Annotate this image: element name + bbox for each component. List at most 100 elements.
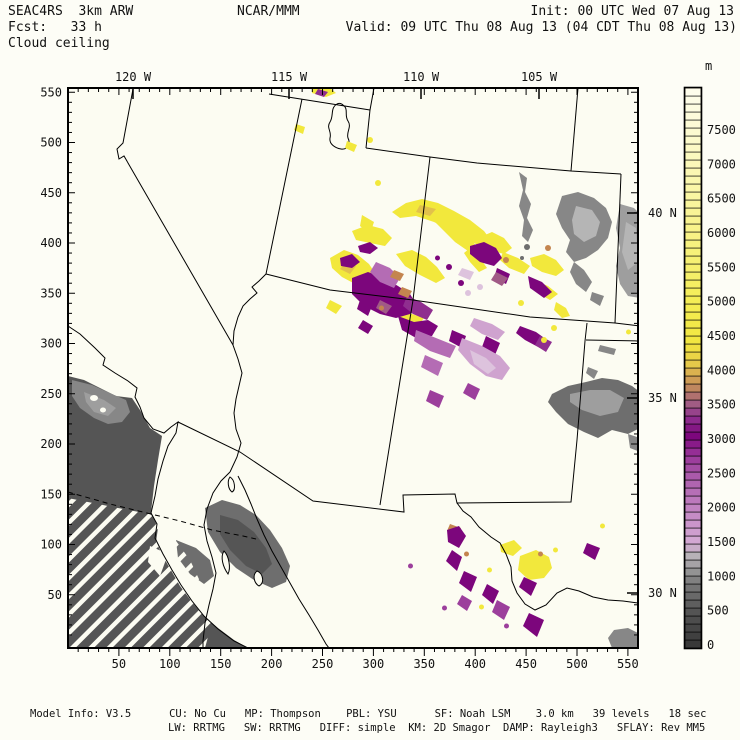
longitude-label: 115 W	[271, 70, 308, 84]
model-info-line2: LW: RRTMG SW: RRTMG DIFF: simple KM: 2D …	[168, 722, 706, 734]
colorbar-cell	[684, 127, 702, 137]
cloud-blob-high	[554, 302, 570, 318]
y-tick-label: 150	[40, 487, 62, 501]
y-tick-label: 250	[40, 387, 62, 401]
cloud-blob-high	[446, 264, 452, 270]
colorbar-cell	[684, 447, 702, 457]
colorbar-cell	[684, 167, 702, 177]
state-borders	[69, 89, 637, 647]
cloud-blob-low	[572, 206, 600, 242]
border-line	[237, 475, 329, 647]
colorbar-cell	[684, 519, 702, 529]
colorbar-cell	[684, 463, 702, 473]
colorbar-tick-label: 3000	[707, 432, 736, 446]
colorbar-cell	[684, 487, 702, 497]
border-line	[69, 491, 257, 540]
colorbar-cell	[684, 135, 702, 145]
marine-layer-hatch	[69, 498, 212, 647]
cloud-blob-high	[470, 350, 496, 374]
border-line	[614, 173, 622, 324]
cloud-blob-high	[504, 623, 509, 629]
border-line	[570, 89, 579, 172]
colorbar-cell	[684, 271, 702, 281]
cloud-blob-low	[628, 434, 637, 451]
cloud-blob-low	[590, 292, 604, 306]
cloud-blob-low	[622, 222, 637, 270]
cloud-blob-high	[482, 584, 499, 604]
border-line	[268, 93, 371, 111]
cloud-blob-high	[345, 141, 357, 152]
x-tick-label: 350	[413, 657, 435, 671]
border-line	[456, 502, 637, 611]
colorbar-tick-label: 3500	[707, 398, 736, 412]
colorbar-tick-label: 1000	[707, 569, 736, 583]
colorbar-cell	[684, 247, 702, 257]
colorbar-cell	[684, 439, 702, 449]
colorbar-cell	[684, 263, 702, 273]
y-tick-label: 500	[40, 136, 62, 150]
colorbar-cell	[684, 151, 702, 161]
cloud-blob-high	[447, 526, 466, 548]
forecast-hour: Fcst: 33 h	[8, 20, 102, 35]
colorbar-tick-label: 2500	[707, 466, 736, 480]
cloud-blob-high	[545, 245, 551, 251]
axis-labels: 50 100 150 200 250 300 350 400 450 500 550 50 100 150…	[40, 70, 677, 671]
border-line	[265, 273, 637, 327]
colorbar-cell	[684, 287, 702, 297]
cloud-blob-high	[600, 523, 605, 529]
colorbar-cell	[684, 183, 702, 193]
cloud-blob-low	[570, 390, 624, 416]
y-tick-label: 300	[40, 337, 62, 351]
init-time: Init: 00 UTC Wed 07 Aug 13	[530, 4, 735, 19]
cloud-blob-high	[370, 262, 400, 288]
colorbar-cell	[684, 295, 702, 305]
colorbar-cell	[684, 431, 702, 441]
colorbar-cell	[684, 551, 702, 561]
colorbar-cell	[684, 479, 702, 489]
model-title: SEAC4RS 3km ARW	[8, 4, 134, 19]
valid-time: Valid: 09 UTC Thu 08 Aug 13 (04 CDT Thu …	[345, 20, 737, 35]
colorbar-cell	[684, 631, 702, 641]
cloud-blob-high	[340, 254, 360, 268]
x-tick-label: 50	[112, 657, 126, 671]
colorbar-cell	[684, 623, 702, 633]
colorbar-cell	[684, 335, 702, 345]
cloud-blob-high	[396, 250, 445, 283]
colorbar-cell	[684, 215, 702, 225]
border-line	[365, 147, 622, 175]
axis-ticks	[69, 89, 637, 656]
colorbar-tick-label: 5000	[707, 295, 736, 309]
latitude-label: 35 N	[648, 391, 677, 405]
cloud-blob-high	[535, 336, 552, 352]
cloud-blob-low	[586, 367, 598, 379]
cloud-blob-high	[446, 550, 462, 571]
x-tick-label: 450	[515, 657, 537, 671]
colorbar-tick-label: 6500	[707, 192, 736, 206]
x-tick-label: 250	[312, 657, 334, 671]
border-line	[116, 89, 234, 346]
cloud-blob-high	[518, 300, 524, 306]
cloud-blob-high	[465, 290, 471, 296]
cloud-blob-high	[408, 563, 413, 569]
colorbar-tick-label: 2000	[707, 501, 736, 515]
colorbar: m 0 500 1000 1500 2000 2500 3000 3500 4000 4500 500…	[683, 59, 736, 652]
y-tick-label: 50	[48, 588, 62, 602]
colorbar-cell	[684, 607, 702, 617]
colorbar-tick-label: 1500	[707, 535, 736, 549]
cloud-shading-high	[294, 89, 631, 637]
cloud-blob-high	[458, 280, 464, 286]
latitude-label: 30 N	[648, 586, 677, 600]
cloud-blob-high	[421, 355, 443, 376]
colorbar-cell	[684, 639, 702, 649]
colorbar-cell	[684, 423, 702, 433]
colorbar-cell	[684, 359, 702, 369]
colorbar-tick-label: 4500	[707, 329, 736, 343]
cloud-blob-high	[464, 248, 487, 272]
colorbar-cell	[684, 327, 702, 337]
x-tick-label: 200	[261, 657, 283, 671]
cloud-blob-high	[530, 254, 564, 276]
cloud-blob-high	[426, 390, 444, 408]
cloud-blob-high	[492, 600, 510, 620]
colorbar-cell	[684, 471, 702, 481]
